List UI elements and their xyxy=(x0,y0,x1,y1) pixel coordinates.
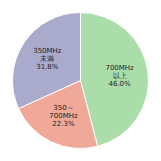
svg-text:350MHz未満31.8%: 350MHz未満31.8% xyxy=(33,47,62,71)
svg-text:350～700MHz22.3%: 350～700MHz22.3% xyxy=(49,104,78,128)
svg-text:700MHz以上46.0%: 700MHz以上46.0% xyxy=(105,64,134,88)
